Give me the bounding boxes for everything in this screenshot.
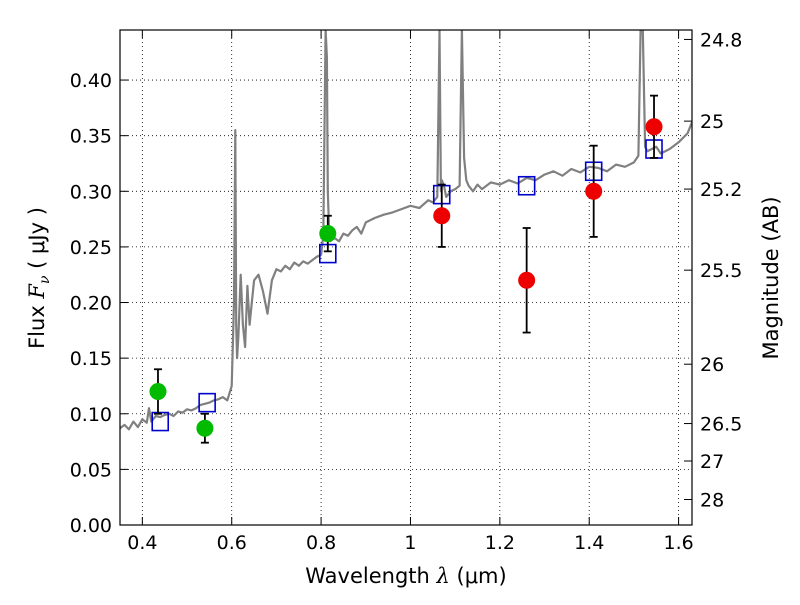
magnitude-tick-label: 27 [700, 451, 724, 473]
x-tick-labels: 0.4 0.6 0.8 1 1.2 1.4 1.6 [127, 532, 693, 554]
x-tick-label: 0.6 [217, 532, 247, 554]
model-square-point [198, 392, 216, 413]
magnitude-tick-labels: 24.8 25 25.2 25.5 26 26.5 27 28 [700, 29, 742, 511]
x-tick-label: 0.8 [306, 532, 336, 554]
magnitude-tick-label: 25.5 [700, 260, 742, 282]
ticks [120, 30, 692, 526]
y-tick-label: 0.15 [70, 348, 112, 370]
magnitude-tick-label: 24.8 [700, 29, 742, 51]
red-data-point [645, 118, 663, 136]
x-tick-label: 1.6 [663, 532, 693, 554]
red-data-point [585, 182, 603, 200]
y-tick-label: 0.30 [70, 181, 112, 203]
magnitude-tick-label: 25 [700, 111, 724, 133]
y-tick-label: 0.40 [70, 70, 112, 92]
magnitude-tick-label: 26.5 [700, 414, 742, 436]
y-tick-label: 0.05 [70, 459, 112, 481]
x-tick-label: 0.4 [127, 532, 157, 554]
green-data-point [149, 383, 167, 401]
y-tick-label: 0.00 [70, 515, 112, 537]
magnitude-tick-label: 25.2 [700, 179, 742, 201]
y-tick-label: 0.25 [70, 237, 112, 259]
y-tick-label: 0.20 [70, 293, 112, 315]
magnitude-tick-label: 26 [700, 354, 724, 376]
x-axis-label: Wavelength λ (μm) [305, 564, 506, 588]
x-tick-label: 1 [404, 532, 416, 554]
y-tick-label: 0.35 [70, 126, 112, 148]
model-square-point [151, 411, 170, 432]
spectrum-line [120, 30, 692, 431]
x-tick-label: 1.4 [574, 532, 604, 554]
magnitude-tick-label: 28 [700, 490, 724, 512]
red-data-point [518, 271, 536, 289]
grid [120, 30, 692, 525]
green-data-point [196, 419, 214, 437]
x-tick-label: 1.2 [485, 532, 515, 554]
plot-frame [119, 29, 693, 526]
model-square-point [517, 175, 536, 196]
red-data-point [433, 207, 451, 225]
green-data-point [319, 225, 337, 243]
y-tick-label: 0.10 [70, 404, 112, 426]
y-tick-labels: 0.00 0.05 0.10 0.15 0.20 0.25 0.30 0.35 0.40 [70, 70, 112, 537]
magnitude-axis-label: Magnitude (AB) [759, 196, 783, 359]
y-axis-label: Flux Fν ( μJy ) [25, 207, 53, 349]
markers-layer [149, 94, 663, 444]
spectrum-layer [120, 30, 692, 431]
